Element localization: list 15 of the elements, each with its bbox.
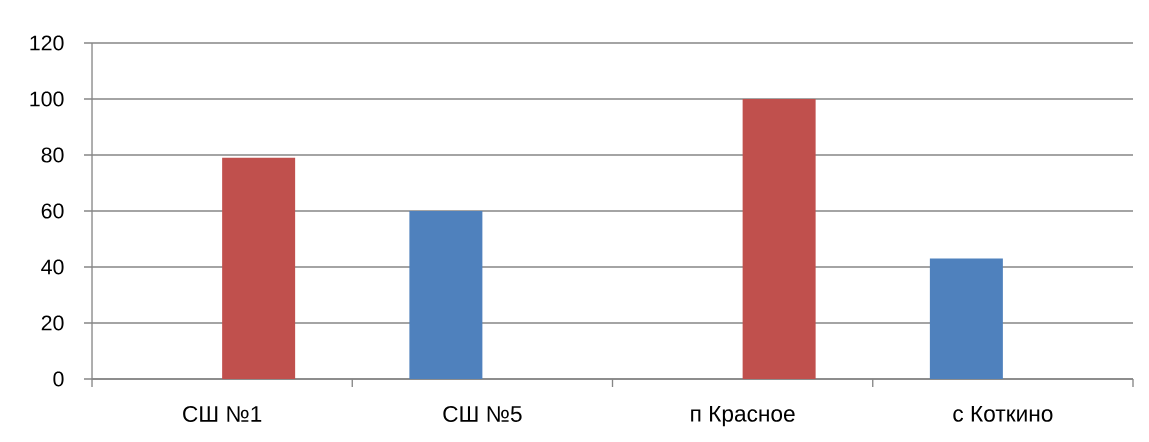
x-tick-label: с Коткино <box>953 405 1053 422</box>
y-tick-label: 40 <box>41 259 64 275</box>
bar <box>222 157 296 379</box>
y-tick-label: 120 <box>30 35 64 51</box>
y-tick-label: 20 <box>41 315 64 331</box>
y-tick-label: 60 <box>41 203 64 219</box>
bar <box>742 98 816 379</box>
y-tick-label: 0 <box>53 371 64 387</box>
y-tick-label: 100 <box>30 91 64 107</box>
y-tick-label: 80 <box>41 147 64 163</box>
x-tick-label: п Красное <box>691 405 795 427</box>
bar <box>409 210 483 379</box>
x-tick-label: СШ №5 <box>443 405 522 422</box>
bar <box>929 258 1003 379</box>
x-tick-label: СШ №1 <box>183 405 262 422</box>
